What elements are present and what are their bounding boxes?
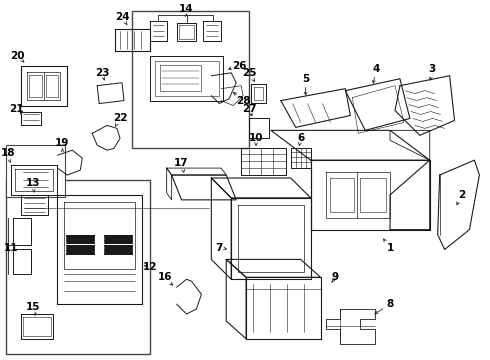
- Bar: [132, 11, 249, 148]
- Text: 2: 2: [458, 190, 465, 200]
- Text: 18: 18: [0, 148, 15, 158]
- Text: 3: 3: [428, 64, 435, 74]
- Text: 21: 21: [9, 104, 24, 113]
- Text: 16: 16: [157, 272, 172, 282]
- Text: 13: 13: [25, 178, 40, 188]
- Text: 4: 4: [372, 64, 380, 74]
- Text: 12: 12: [143, 262, 157, 273]
- Text: 9: 9: [332, 272, 339, 282]
- Text: 11: 11: [3, 243, 18, 252]
- Text: 20: 20: [10, 51, 25, 61]
- Text: 7: 7: [216, 243, 223, 252]
- Text: 5: 5: [302, 74, 309, 84]
- Text: 26: 26: [232, 61, 246, 71]
- Bar: [6, 180, 150, 354]
- Text: 22: 22: [113, 113, 127, 123]
- Text: 28: 28: [236, 96, 250, 105]
- Text: 23: 23: [95, 68, 109, 78]
- Text: 8: 8: [387, 299, 393, 309]
- Text: 17: 17: [174, 158, 189, 168]
- Text: 14: 14: [179, 4, 194, 14]
- Text: 19: 19: [55, 138, 70, 148]
- Text: 24: 24: [115, 12, 129, 22]
- Text: 6: 6: [297, 133, 304, 143]
- Text: 1: 1: [387, 243, 393, 252]
- Bar: [6, 145, 65, 197]
- Text: 25: 25: [242, 68, 256, 78]
- Text: 15: 15: [25, 302, 40, 312]
- Text: 10: 10: [249, 133, 263, 143]
- Text: 27: 27: [242, 104, 256, 113]
